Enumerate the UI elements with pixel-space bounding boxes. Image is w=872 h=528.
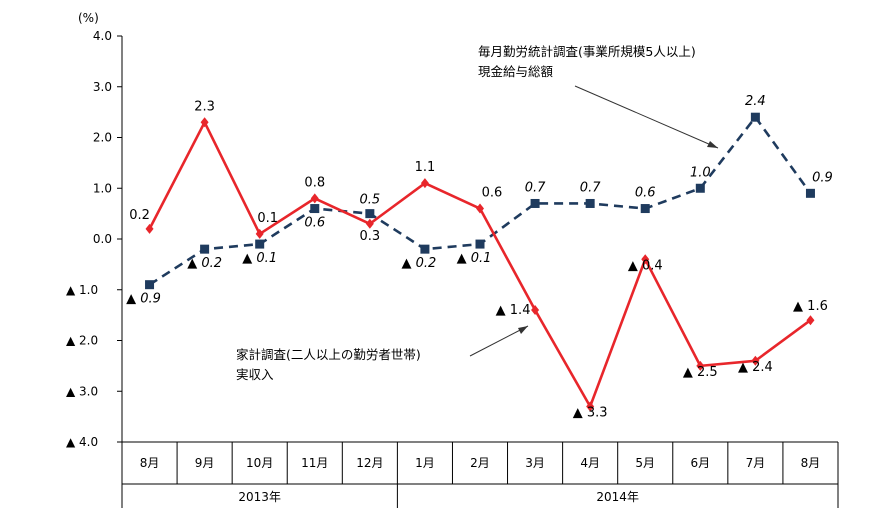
data-point-household-survey — [751, 355, 760, 366]
y-tick-label: 0.0 — [93, 232, 112, 246]
data-label-household-survey: 1.1 — [415, 160, 436, 175]
data-label-monthly-labour-survey: ▲ 0.9 — [126, 292, 161, 307]
y-axis-unit: (%) — [78, 11, 99, 25]
data-label-monthly-labour-survey: 0.7 — [580, 180, 601, 195]
data-label-monthly-labour-survey: ▲ 0.2 — [187, 256, 222, 271]
data-label-household-survey: 0.8 — [304, 175, 325, 190]
data-point-monthly-labour-survey — [200, 244, 210, 254]
x-axis-categories: 8月 9月 10月 11月 12月 1月 2月 3月 4月 5月 6月 7月 8月 — [140, 456, 821, 470]
data-point-household-survey — [806, 315, 815, 326]
data-point-household-survey — [420, 178, 429, 189]
data-point-monthly-labour-survey — [805, 188, 815, 198]
annotation-household-survey-line2: 実収入 — [236, 367, 274, 382]
data-label-household-survey: ▲ 1.4 — [496, 303, 531, 318]
data-point-household-survey — [145, 223, 154, 234]
data-point-household-survey — [641, 254, 650, 265]
axes — [117, 35, 839, 508]
y-tick-label: 1.0 — [93, 181, 112, 195]
data-label-household-survey: ▲ 0.4 — [628, 258, 663, 273]
x-year-label: 2014年 — [596, 490, 639, 504]
x-year-label: 2013年 — [238, 490, 281, 504]
y-tick-label: ▲ 4.0 — [66, 435, 98, 449]
series-household-survey: 0.2 2.3 0.1 0.8 0.3 1.1 0.6 ▲ 1.4 ▲ 3.3 ▲ 0.4 ▲ 2.… — [129, 99, 828, 420]
x-category-label: 5月 — [635, 456, 655, 470]
x-category-label: 1月 — [415, 456, 435, 470]
x-category-label: 4月 — [580, 456, 600, 470]
data-point-monthly-labour-survey — [145, 280, 155, 290]
y-tick-label: ▲ 3.0 — [66, 384, 98, 398]
data-point-monthly-labour-survey — [475, 239, 485, 249]
x-category-label: 12月 — [356, 456, 383, 470]
data-point-monthly-labour-survey — [365, 209, 375, 219]
data-point-monthly-labour-survey — [750, 112, 760, 122]
data-point-household-survey — [586, 401, 595, 412]
data-label-monthly-labour-survey: ▲ 0.1 — [242, 251, 277, 266]
data-label-household-survey: 2.3 — [194, 99, 215, 114]
y-tick-label: ▲ 2.0 — [66, 334, 98, 348]
data-label-monthly-labour-survey: 0.9 — [812, 170, 833, 185]
data-label-household-survey: ▲ 3.3 — [573, 405, 608, 420]
data-label-household-survey: 0.2 — [129, 208, 150, 223]
data-point-monthly-labour-survey — [420, 244, 430, 254]
data-point-monthly-labour-survey — [695, 183, 705, 193]
data-label-monthly-labour-survey: 2.4 — [745, 94, 766, 109]
data-label-household-survey: 0.3 — [360, 229, 381, 244]
data-label-monthly-labour-survey: 0.6 — [635, 186, 656, 201]
data-point-household-survey — [476, 203, 484, 214]
annotation-household-survey-line1: 家計調査(二人以上の勤労者世帯) — [236, 347, 421, 362]
data-label-monthly-labour-survey: ▲ 0.2 — [402, 256, 437, 271]
data-point-household-survey — [255, 228, 264, 239]
data-point-monthly-labour-survey — [585, 198, 595, 208]
x-category-label: 11月 — [301, 456, 328, 470]
data-label-household-survey: 0.1 — [257, 211, 278, 226]
x-category-label: 7月 — [746, 456, 766, 470]
data-label-household-survey: 0.6 — [482, 186, 503, 201]
data-point-household-survey — [696, 360, 705, 371]
y-tick-label: ▲ 1.0 — [66, 283, 98, 297]
x-category-label: 6月 — [690, 456, 710, 470]
series-monthly-labour-survey: ▲ 0.9 ▲ 0.2 ▲ 0.1 0.6 0.5 ▲ 0.2 ▲ 0.1 0.7 0.7 0.6… — [126, 94, 833, 306]
y-tick-label: 2.0 — [93, 131, 112, 145]
y-tick-label: 4.0 — [93, 29, 112, 43]
data-point-monthly-labour-survey — [255, 239, 265, 249]
x-category-label: 8月 — [140, 456, 160, 470]
data-point-household-survey — [200, 117, 209, 128]
x-category-label: 9月 — [195, 456, 215, 470]
data-label-household-survey: ▲ 2.4 — [738, 360, 773, 375]
data-point-household-survey — [531, 305, 540, 316]
data-label-monthly-labour-survey: 0.6 — [304, 216, 325, 231]
data-label-household-survey: ▲ 1.6 — [793, 299, 828, 314]
data-label-household-survey: ▲ 2.5 — [683, 365, 718, 380]
y-axis-tick-labels: 4.0 3.0 2.0 1.0 0.0 ▲ 1.0 ▲ 2.0 ▲ 3.0 ▲ 4.0 — [66, 29, 112, 449]
data-label-monthly-labour-survey: 0.7 — [525, 180, 546, 195]
data-point-household-survey — [365, 218, 374, 229]
data-label-monthly-labour-survey: 0.5 — [360, 193, 381, 208]
data-point-monthly-labour-survey — [530, 198, 540, 208]
x-category-label: 8月 — [801, 456, 821, 470]
data-point-monthly-labour-survey — [640, 204, 650, 214]
x-category-label: 3月 — [525, 456, 545, 470]
x-axis-year-groups: 2013年 2014年 — [238, 490, 639, 504]
annotation-arrow-household-survey — [469, 325, 529, 357]
x-category-label: 2月 — [470, 456, 490, 470]
data-point-monthly-labour-survey — [310, 204, 320, 214]
annotation-monthly-labour-survey-line1: 毎月勤労統計調査(事業所規模5人以上) — [478, 44, 696, 59]
data-label-monthly-labour-survey: 1.0 — [690, 165, 711, 180]
annotations: 毎月勤労統計調査(事業所規模5人以上) 現金給与総額 家計調査(二人以上の勤労者… — [236, 44, 719, 382]
annotation-arrow-monthly-labour-survey — [574, 85, 719, 149]
data-label-monthly-labour-survey: ▲ 0.1 — [457, 251, 492, 266]
x-category-label: 10月 — [246, 456, 273, 470]
arrowhead-monthly-labour-survey — [707, 141, 718, 148]
arrowhead-household-survey — [518, 326, 528, 334]
data-point-household-survey — [310, 193, 319, 204]
annotation-monthly-labour-survey-line2: 現金給与総額 — [478, 64, 554, 79]
y-tick-label: 3.0 — [93, 80, 112, 94]
